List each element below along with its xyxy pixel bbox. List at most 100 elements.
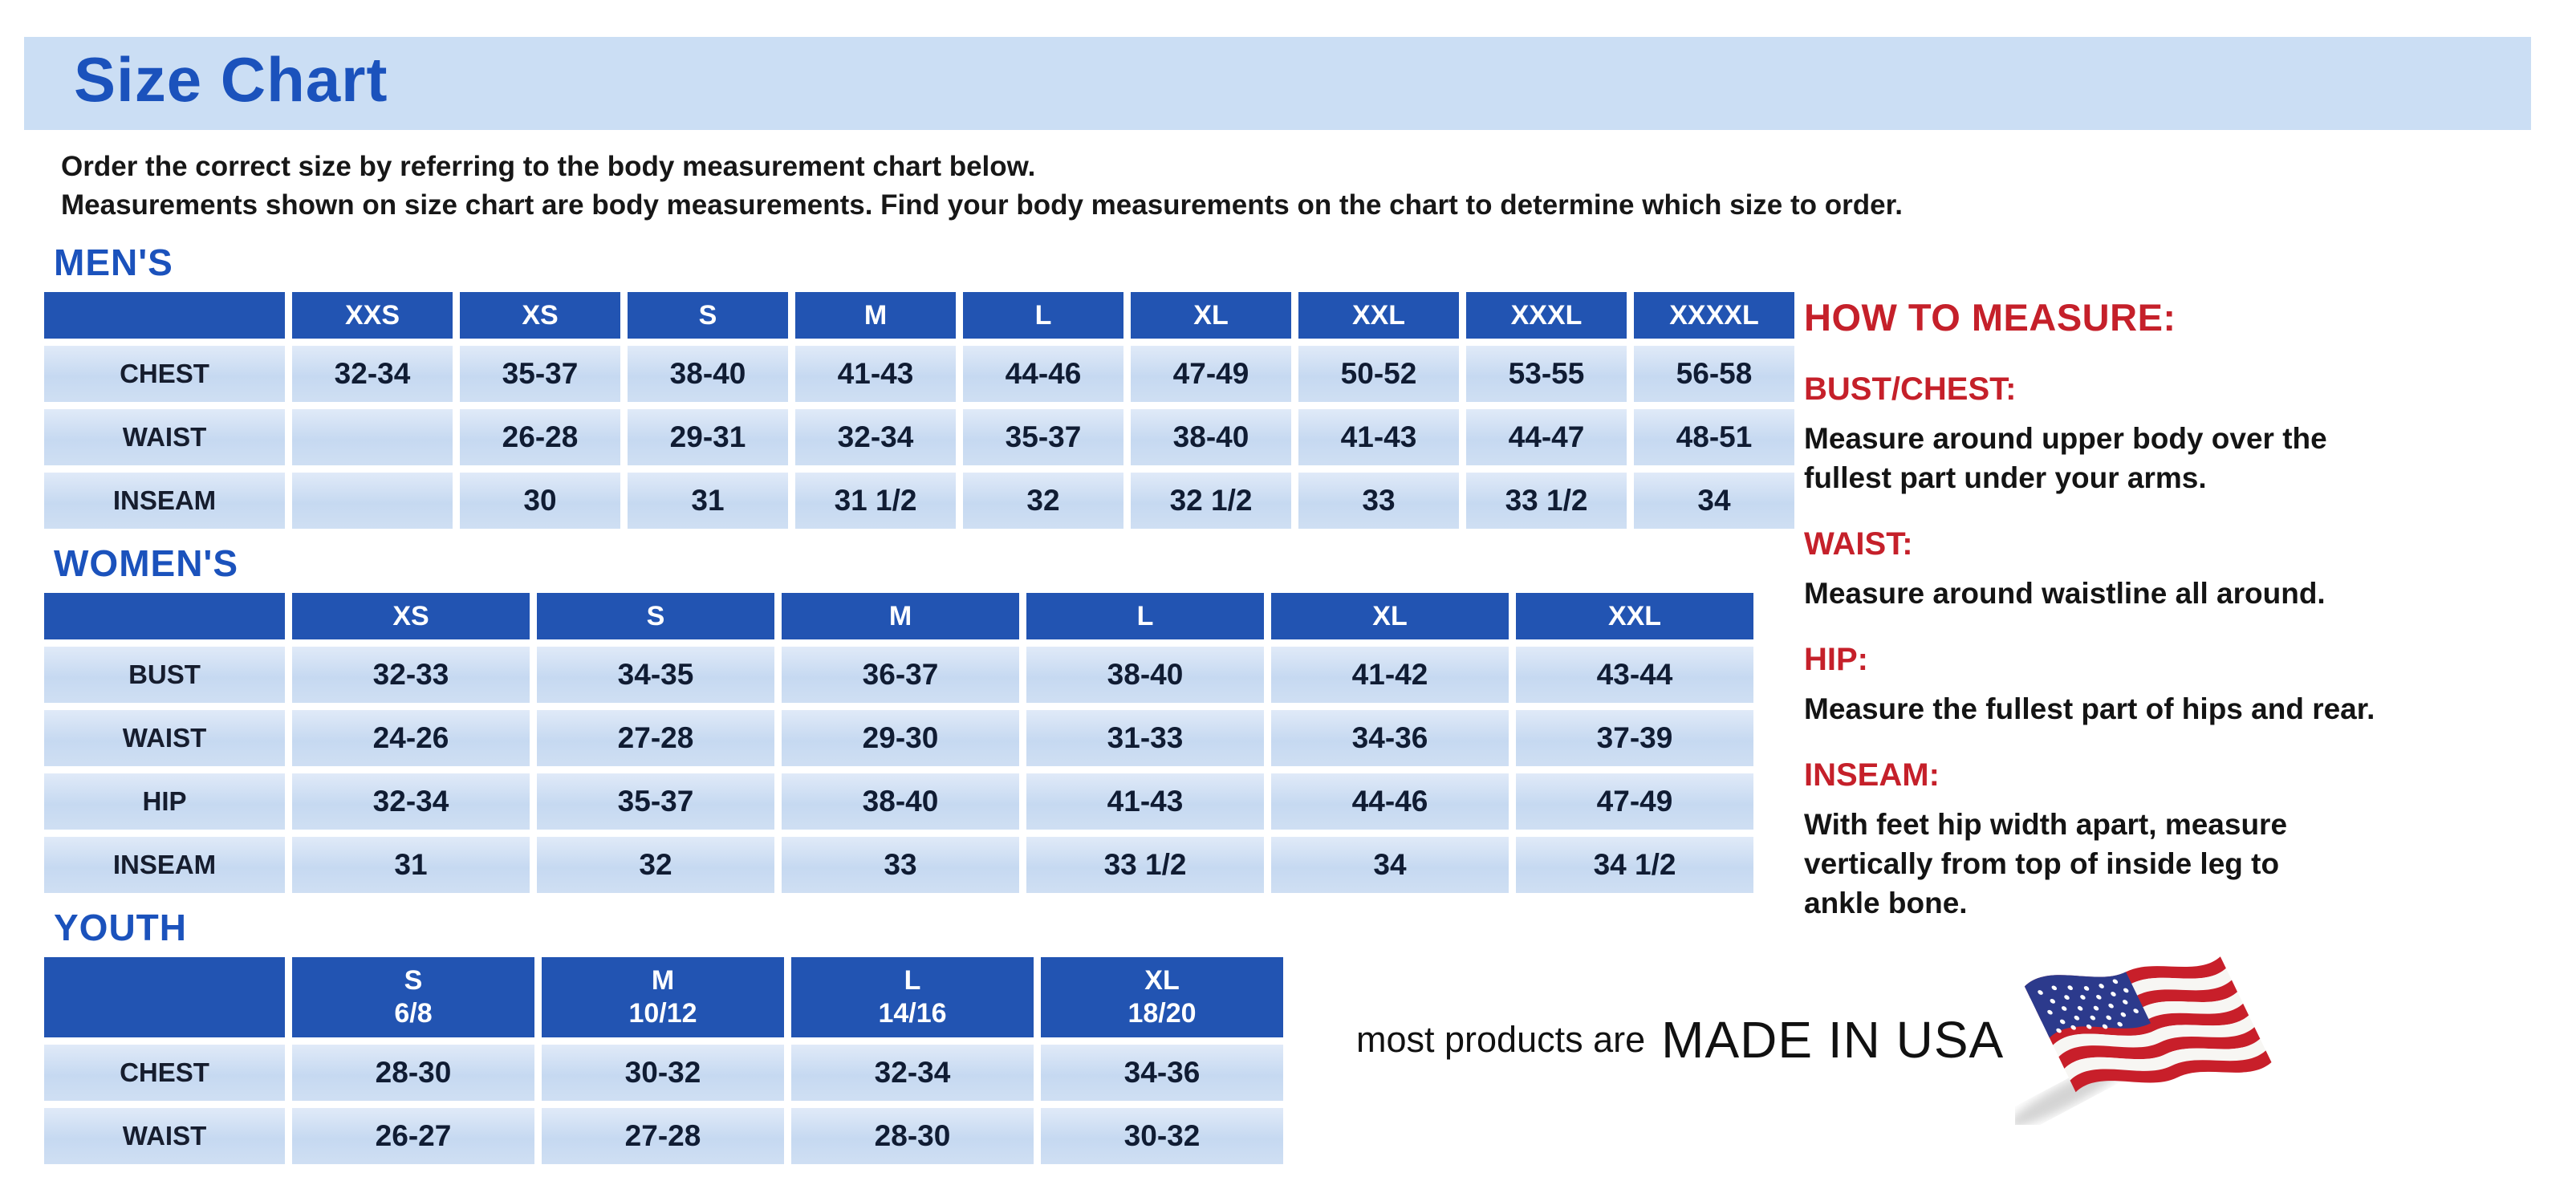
womens-row-label: HIP	[44, 773, 285, 830]
mens-header-xxs: XXS	[292, 292, 453, 339]
youth-header-m: M 10/12	[542, 957, 784, 1037]
table-cell: 32-34	[795, 409, 956, 465]
how-to-measure-heading: HOW TO MEASURE:	[1804, 296, 2176, 339]
mens-header-corner	[44, 292, 285, 339]
intro-text: Order the correct size by referring to t…	[61, 148, 1903, 225]
table-cell: 30-32	[542, 1045, 784, 1101]
mens-row-label: CHEST	[44, 346, 285, 402]
mens-header-xxl: XXL	[1298, 292, 1459, 339]
table-cell: 35-37	[537, 773, 774, 830]
table-cell: 50-52	[1298, 346, 1459, 402]
youth-header-corner	[44, 957, 285, 1037]
table-cell: 33	[782, 837, 1019, 893]
table-cell: 32 1/2	[1131, 473, 1291, 529]
mens-header-xs: XS	[460, 292, 620, 339]
table-cell: 44-46	[963, 346, 1123, 402]
table-cell: 30-32	[1041, 1108, 1283, 1164]
table-cell: 33 1/2	[1466, 473, 1627, 529]
table-cell: 43-44	[1516, 647, 1753, 703]
table-cell: 28-30	[791, 1108, 1034, 1164]
youth-size-range: 18/20	[1128, 998, 1197, 1029]
measure-text-inseam: With feet hip width apart, measure verti…	[1804, 808, 2288, 919]
table-cell: 34-36	[1041, 1045, 1283, 1101]
measure-label-hip: HIP:	[1804, 642, 1868, 677]
table-cell: 34-36	[1271, 710, 1509, 766]
table-cell: 44-46	[1271, 773, 1509, 830]
youth-size-range: 10/12	[628, 998, 697, 1029]
table-cell: 34-35	[537, 647, 774, 703]
table-cell: 47-49	[1131, 346, 1291, 402]
table-cell: 29-31	[628, 409, 788, 465]
table-cell	[292, 473, 453, 529]
table-cell: 38-40	[1026, 647, 1264, 703]
table-cell: 38-40	[1131, 409, 1291, 465]
womens-header-m: M	[782, 593, 1019, 639]
table-cell: 34	[1271, 837, 1509, 893]
womens-header-xxl: XXL	[1516, 593, 1753, 639]
youth-size-label: M	[651, 965, 675, 996]
table-cell: 35-37	[460, 346, 620, 402]
table-cell: 31 1/2	[795, 473, 956, 529]
womens-row-label: BUST	[44, 647, 285, 703]
table-cell: 56-58	[1634, 346, 1794, 402]
table-cell: 29-30	[782, 710, 1019, 766]
made-in-usa-prefix: most products are	[1356, 1019, 1646, 1060]
table-cell: 34	[1634, 473, 1794, 529]
table-cell: 32-34	[791, 1045, 1034, 1101]
youth-header-s: S 6/8	[292, 957, 534, 1037]
table-cell: 33 1/2	[1026, 837, 1264, 893]
mens-header-s: S	[628, 292, 788, 339]
table-cell: 41-42	[1271, 647, 1509, 703]
intro-line-2: Measurements shown on size chart are bod…	[61, 189, 1904, 221]
measure-label-waist: WAIST:	[1804, 526, 1913, 562]
table-cell	[292, 409, 453, 465]
mens-header-xl: XL	[1131, 292, 1291, 339]
table-cell: 30	[460, 473, 620, 529]
youth-size-range: 14/16	[878, 998, 947, 1029]
table-cell: 26-28	[460, 409, 620, 465]
table-cell: 32	[537, 837, 774, 893]
table-cell: 31	[628, 473, 788, 529]
youth-heading: YOUTH	[54, 907, 187, 948]
mens-heading: MEN'S	[54, 241, 173, 283]
intro-line-1: Order the correct size by referring to t…	[61, 151, 1036, 182]
womens-row-label: WAIST	[44, 710, 285, 766]
womens-heading: WOMEN'S	[54, 542, 239, 584]
us-flag-icon	[2015, 956, 2277, 1125]
table-cell: 26-27	[292, 1108, 534, 1164]
mens-size-table: XXS XS S M L XL XXL XXXL XXXXL CHEST 32-…	[44, 292, 1794, 529]
table-cell: 32-34	[292, 346, 453, 402]
measure-label-inseam: INSEAM:	[1804, 757, 1940, 793]
table-cell: 53-55	[1466, 346, 1627, 402]
measure-text-hip: Measure the fullest part of hips and rea…	[1804, 692, 2375, 725]
made-in-usa-banner: most products are MADE IN USA	[1356, 955, 2280, 1125]
table-cell: 48-51	[1634, 409, 1794, 465]
mens-header-xxxxl: XXXXL	[1634, 292, 1794, 339]
youth-size-label: XL	[1144, 965, 1180, 996]
table-cell: 47-49	[1516, 773, 1753, 830]
youth-header-l: L 14/16	[791, 957, 1034, 1037]
table-cell: 41-43	[795, 346, 956, 402]
table-cell: 32-34	[292, 773, 530, 830]
youth-size-label: S	[404, 965, 423, 996]
table-cell: 37-39	[1516, 710, 1753, 766]
table-cell: 33	[1298, 473, 1459, 529]
table-cell: 28-30	[292, 1045, 534, 1101]
mens-header-l: L	[963, 292, 1123, 339]
table-cell: 31-33	[1026, 710, 1264, 766]
mens-row-label: WAIST	[44, 409, 285, 465]
table-cell: 27-28	[542, 1108, 784, 1164]
mens-header-xxxl: XXXL	[1466, 292, 1627, 339]
youth-row-label: WAIST	[44, 1108, 285, 1164]
table-cell: 31	[292, 837, 530, 893]
table-cell: 35-37	[963, 409, 1123, 465]
table-cell: 34 1/2	[1516, 837, 1753, 893]
womens-header-xl: XL	[1271, 593, 1509, 639]
table-cell: 27-28	[537, 710, 774, 766]
title-banner: Size Chart	[24, 37, 2531, 130]
measure-text-bust-chest: Measure around upper body over the fulle…	[1804, 422, 2327, 494]
table-cell: 38-40	[782, 773, 1019, 830]
table-cell: 32	[963, 473, 1123, 529]
womens-header-corner	[44, 593, 285, 639]
mens-row-label: INSEAM	[44, 473, 285, 529]
